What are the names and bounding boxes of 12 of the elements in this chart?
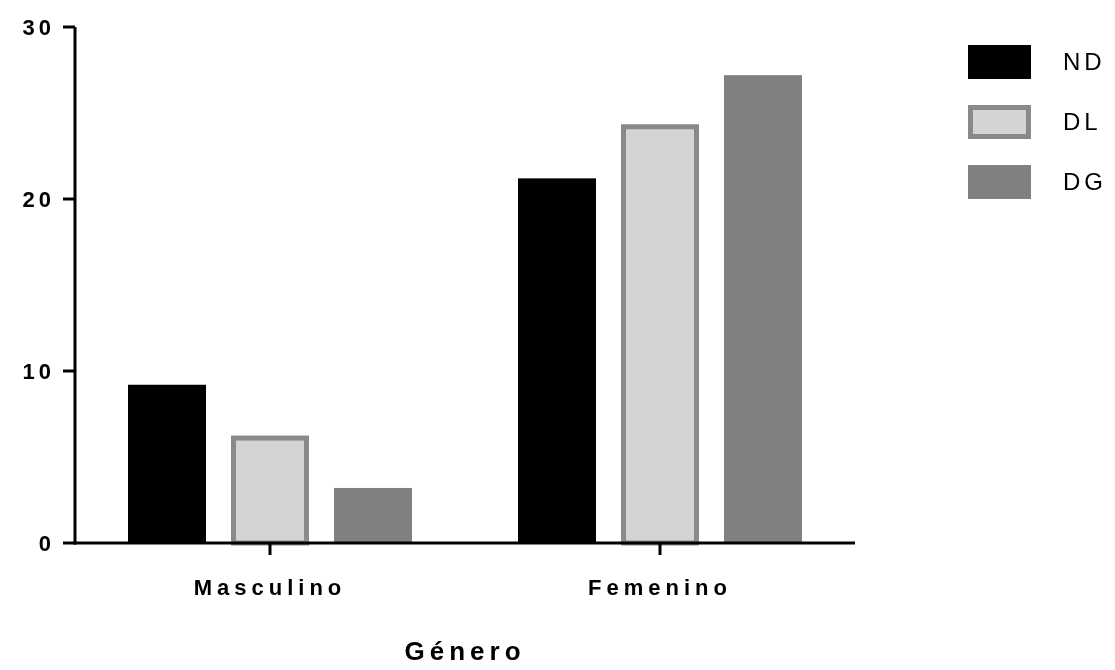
y-tick-label: 30 (22, 14, 55, 40)
bar (334, 487, 412, 543)
legend-label: DL (1063, 108, 1102, 136)
y-tick-label: 10 (22, 358, 55, 384)
bar (724, 75, 802, 543)
legend-label: ND (1063, 48, 1106, 76)
x-axis-title: Género (404, 636, 526, 666)
legend-label: DG (1063, 168, 1107, 196)
x-tick-label: Masculino (193, 575, 347, 600)
y-tick-label: 20 (22, 186, 55, 212)
y-tick-label: 0 (38, 530, 55, 556)
x-tick-label: Femenino (588, 575, 732, 600)
